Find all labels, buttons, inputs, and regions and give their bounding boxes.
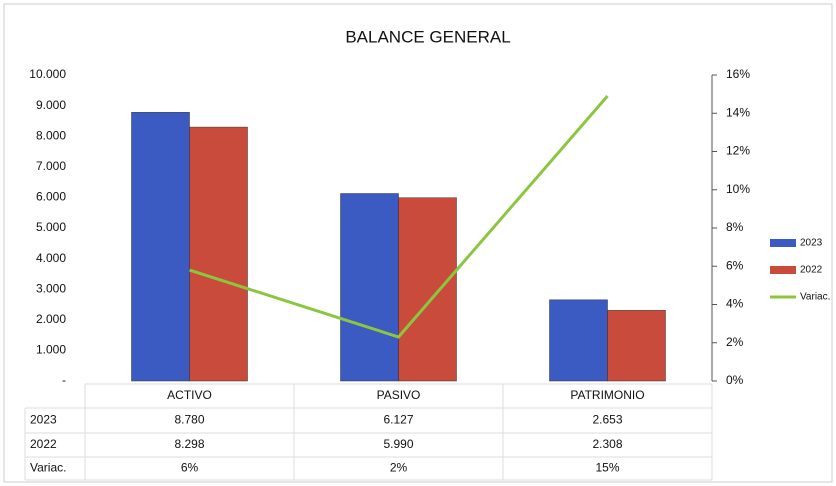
table-row-header: 2022 — [30, 437, 57, 451]
table-cell: 15% — [595, 461, 619, 475]
y2-tick-label: 14% — [726, 105, 750, 119]
y-tick-label: 1.000 — [36, 343, 66, 357]
legend-label: 2023 — [800, 238, 823, 249]
y-tick-label: 5.000 — [36, 220, 66, 234]
y2-tick-label: 6% — [726, 258, 744, 272]
chart-title: BALANCE GENERAL — [345, 27, 510, 46]
y-tick-label: 7.000 — [36, 159, 66, 173]
table-cell: 2.308 — [592, 437, 622, 451]
y2-tick-label: 16% — [726, 67, 750, 81]
table-cell: 2% — [390, 461, 408, 475]
y2-tick-label: 4% — [726, 297, 744, 311]
y-tick-label: - — [62, 373, 66, 387]
y-tick-label: 10.000 — [29, 67, 66, 81]
table-cell: 2.653 — [592, 413, 622, 427]
bar — [131, 112, 190, 382]
y2-tick-label: 8% — [726, 220, 744, 234]
bar — [607, 310, 666, 382]
y-tick-label: 2.000 — [36, 312, 66, 326]
table-row-header: Variac. — [30, 461, 66, 475]
y-tick-label: 4.000 — [36, 251, 66, 265]
table-cell: 6% — [181, 461, 199, 475]
table-cell: 5.990 — [383, 437, 413, 451]
x-tick-label: ACTIVO — [167, 388, 212, 402]
bar — [340, 193, 399, 382]
y-tick-label: 9.000 — [36, 98, 66, 112]
table-cell: 8.780 — [174, 413, 204, 427]
y2-tick-label: 0% — [726, 373, 744, 387]
line-series — [189, 95, 609, 339]
x-tick-label: PASIVO — [377, 388, 421, 402]
legend-label: 2022 — [800, 265, 823, 276]
y2-tick-label: 2% — [726, 335, 744, 349]
table-row-header: 2023 — [30, 413, 57, 427]
y-tick-label: 3.000 — [36, 281, 66, 295]
y-tick-label: 8.000 — [36, 128, 66, 142]
table-cell: 8.298 — [174, 437, 204, 451]
x-tick-label: PATRIMONIO — [570, 388, 644, 402]
bar — [189, 126, 248, 382]
y2-tick-label: 10% — [726, 182, 750, 196]
y-tick-label: 6.000 — [36, 190, 66, 204]
bar — [398, 197, 457, 382]
table-cell: 6.127 — [383, 413, 413, 427]
y2-tick-label: 12% — [726, 144, 750, 158]
legend-swatch — [770, 239, 796, 247]
legend-label: Variac. — [800, 292, 830, 303]
legend-swatch — [770, 266, 796, 274]
bar — [549, 299, 608, 382]
